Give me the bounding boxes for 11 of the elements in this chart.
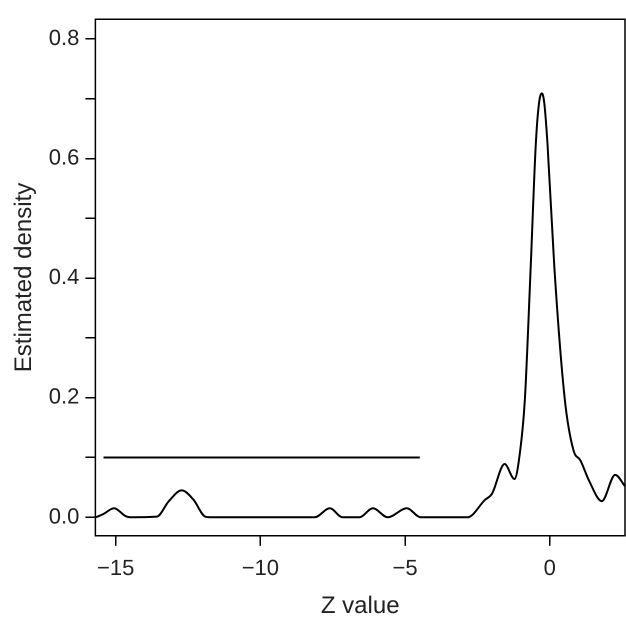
x-tick-label: −10 — [242, 555, 280, 580]
y-tick-label: 0.0 — [48, 503, 80, 528]
y-tick-label: 0.6 — [48, 144, 80, 170]
y-tick-label: 0.2 — [48, 384, 80, 409]
y-axis-title: Estimated density — [10, 182, 38, 372]
x-tick-label: 0 — [544, 555, 556, 580]
x-axis-title: Z value — [320, 592, 400, 620]
y-tick-label: 0.8 — [48, 24, 80, 50]
x-tick-label: −5 — [392, 555, 418, 580]
x-tick-label: −15 — [96, 555, 134, 580]
y-tick-label: 0.4 — [48, 264, 80, 290]
